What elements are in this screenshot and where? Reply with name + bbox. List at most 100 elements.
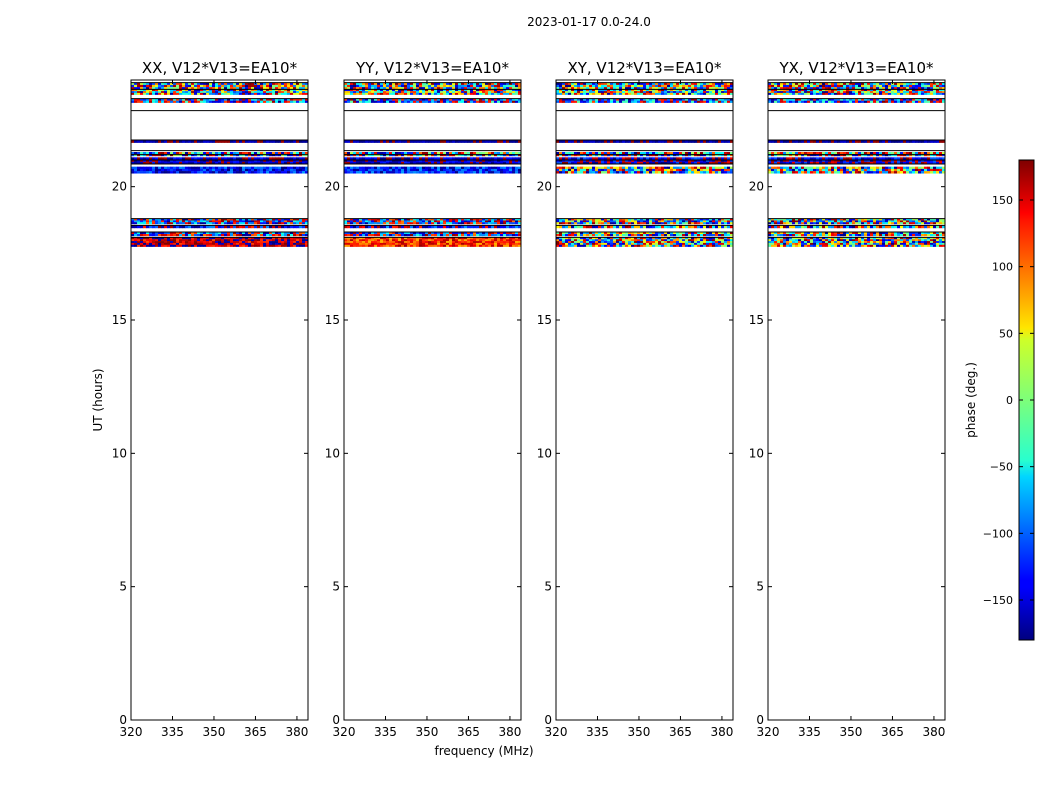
heatmap-cell [709,140,713,143]
heatmap-cell [568,242,572,245]
heatmap-cell [559,225,563,229]
heatmap-cell [712,157,716,160]
heatmap-cell [434,161,438,165]
heatmap-cell [227,234,231,237]
heatmap-cell [431,98,435,101]
heatmap-cell [140,140,144,143]
heatmap-cell [185,87,189,90]
heatmap-cell [251,159,255,162]
heatmap-cell [425,87,429,90]
heatmap-cell [200,222,204,225]
heatmap-cell [724,100,728,103]
heatmap-cell [416,98,420,101]
heatmap-cell [302,242,306,245]
heatmap-cell [347,241,351,244]
heatmap-cell [209,242,213,245]
heatmap-cell [224,242,228,245]
heatmap-cell [676,152,680,155]
heatmap-cell [254,220,258,223]
heatmap-cell [721,159,725,162]
heatmap-cell [446,218,450,221]
heatmap-cell [242,166,246,170]
heatmap-cell [296,225,300,229]
heatmap-cell [730,152,734,155]
heatmap-cell [694,161,698,165]
heatmap-cell [155,140,159,143]
heatmap-cell [619,166,623,170]
heatmap-cell [440,98,444,101]
heatmap-cell [482,152,486,155]
heatmap-cell [730,82,734,86]
heatmap-cell [416,161,420,165]
heatmap-cell [724,82,728,86]
heatmap-cell [455,225,459,229]
heatmap-cell [518,168,522,172]
heatmap-cell [715,92,719,95]
heatmap-cell [347,152,351,155]
heatmap-cell [152,237,156,240]
heatmap-cell [164,222,168,225]
heatmap-cell [284,171,288,174]
heatmap-cell [655,92,659,95]
heatmap-cell [203,225,207,229]
heatmap-cell [227,239,231,242]
heatmap-cell [610,237,614,240]
heatmap-cell [221,157,225,160]
heatmap-cell [281,222,285,225]
heatmap-cell [164,91,168,94]
heatmap-cell [197,157,201,160]
heatmap-cell [377,140,381,143]
heatmap-cell [658,98,662,101]
heatmap-cell [443,157,447,160]
heatmap-cell [257,84,261,88]
heatmap-cell [287,157,291,160]
heatmap-cell [359,244,363,247]
heatmap-cell [206,98,210,101]
heatmap-cell [640,89,644,92]
heatmap-cell [577,237,581,240]
heatmap-cell [607,218,611,221]
heatmap-cell [718,89,722,92]
heatmap-cell [272,237,276,240]
heatmap-cell [170,232,174,235]
heatmap-cell [233,241,237,244]
heatmap-cell [299,100,303,103]
heatmap-cell [500,166,504,170]
heatmap-cell [625,234,629,237]
heatmap-cell [302,161,306,165]
heatmap-cell [203,91,207,94]
heatmap-cell [434,92,438,95]
heatmap-cell [224,171,228,174]
heatmap-cell [461,242,465,245]
heatmap-cell [655,91,659,94]
heatmap-cell [616,237,620,240]
heatmap-cell [167,159,171,162]
heatmap-cell [383,89,387,92]
heatmap-cell [143,241,147,244]
heatmap-cell [449,84,453,88]
heatmap-cell [443,166,447,170]
heatmap-cell [395,91,399,94]
heatmap-cell [610,92,614,95]
heatmap-cell [269,239,273,242]
heatmap-cell [616,159,620,162]
heatmap-cell [688,98,692,101]
heatmap-cell [212,161,216,165]
heatmap-cell [209,168,213,172]
heatmap-cell [386,92,390,95]
heatmap-cell [383,92,387,95]
heatmap-cell [242,100,246,103]
heatmap-cell [293,98,297,101]
heatmap-cell [425,159,429,162]
heatmap-cell [500,234,504,237]
heatmap-cell [152,100,156,103]
heatmap-cell [260,244,264,247]
heatmap-cell [446,84,450,88]
heatmap-cell [634,220,638,223]
heatmap-cell [628,220,632,223]
heatmap-cell [724,152,728,155]
heatmap-cell [257,239,261,242]
heatmap-cell [494,239,498,242]
heatmap-cell [233,168,237,172]
heatmap-cell [497,161,501,165]
